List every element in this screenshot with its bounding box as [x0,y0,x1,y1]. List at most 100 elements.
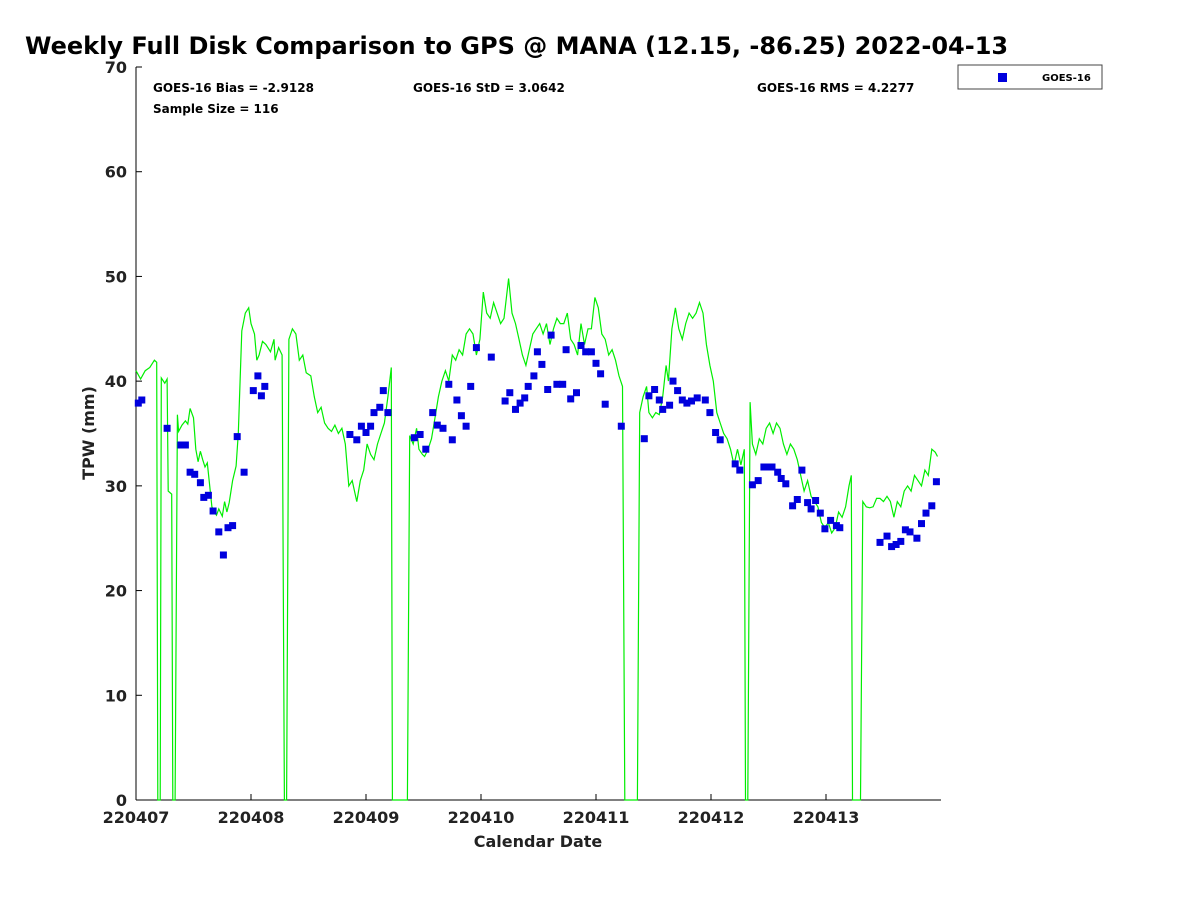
chart-title: Weekly Full Disk Comparison to GPS @ MAN… [25,32,1008,60]
data-point [774,468,782,476]
x-ticks: 220407 220408 220409 220410 220411 220412 2204… [103,794,860,827]
data-point [209,507,217,515]
data-point [706,409,714,417]
y-tick-label: 60 [105,163,127,182]
data-point [367,422,375,430]
data-point [524,382,532,390]
data-point [384,409,392,417]
data-point [592,359,600,367]
y-tick-label: 70 [105,58,127,77]
data-point [254,372,262,380]
data-point [370,409,378,417]
x-tick-label: 220411 [563,808,630,827]
data-point [224,524,232,532]
data-point [362,429,370,436]
data-point [429,409,437,417]
data-point [678,396,686,404]
data-point [918,520,925,528]
data-point [582,348,590,356]
data-point [683,399,691,407]
data-point [804,499,812,507]
data-point [760,463,768,471]
y-tick-label: 40 [105,372,127,391]
data-point [544,386,552,393]
data-point [501,397,509,405]
data-point [645,392,653,400]
std-stat: GOES-16 StD = 3.0642 [413,81,565,95]
data-point [530,372,538,380]
y-tick-label: 10 [105,686,127,705]
data-point [533,348,541,356]
legend-label-goes-16: GOES-16 [1042,73,1091,84]
data-point [177,441,185,449]
data-point [422,445,430,453]
data-point [816,509,824,517]
data-point [754,477,762,485]
data-point [559,380,567,388]
data-point [659,405,667,413]
data-point [876,538,884,546]
data-point [191,470,199,478]
data-point [651,386,659,393]
data-point [181,441,189,449]
data-point [666,401,674,409]
data-point [204,491,212,499]
data-point [346,431,354,438]
legend-marker-goes-16 [998,73,1007,82]
data-point [748,481,756,489]
goes-16-series [134,331,940,559]
data-point [138,396,146,404]
data-point [547,331,555,339]
data-point [445,380,453,388]
data-point [521,394,529,402]
data-point [219,551,227,559]
data-point [567,395,575,403]
data-point [693,394,701,402]
data-point [888,543,896,551]
y-tick-label: 0 [116,791,127,810]
data-point [674,387,682,395]
y-tick-label: 20 [105,582,127,601]
data-point [261,382,269,390]
y-tick-label: 50 [105,267,127,286]
data-point [716,436,724,444]
data-point [487,353,495,361]
data-point [453,396,461,404]
data-point [798,466,806,474]
bias-stat: GOES-16 Bias = -2.9128 [153,81,314,95]
data-point [573,389,580,397]
data-point [712,429,720,436]
data-point [736,466,744,474]
data-point [439,424,447,432]
data-point [448,436,456,444]
data-point [807,505,815,513]
data-point [257,392,265,400]
data-point [836,524,844,532]
data-point [597,370,605,378]
data-point [640,435,648,443]
x-tick-label: 220413 [793,808,860,827]
data-point [457,412,465,420]
data-point [512,405,519,413]
data-point [196,479,204,487]
y-ticks: 0 10 20 30 40 50 60 70 [105,58,142,810]
data-point [701,396,709,404]
x-tick-label: 220412 [678,808,745,827]
data-point [577,342,585,349]
data-point [932,478,940,486]
data-point [655,396,663,404]
data-point [812,497,820,504]
x-tick-label: 220409 [333,808,400,827]
x-tick-label: 220410 [448,808,515,827]
data-point [215,528,223,536]
data-point [669,377,677,385]
rms-stat: GOES-16 RMS = 4.2277 [757,81,914,95]
data-point [913,534,921,542]
data-point [467,382,475,390]
data-point [472,344,480,352]
data-point [233,433,241,441]
data-point [906,528,914,536]
data-point [433,421,441,429]
legend-box [957,64,1103,90]
